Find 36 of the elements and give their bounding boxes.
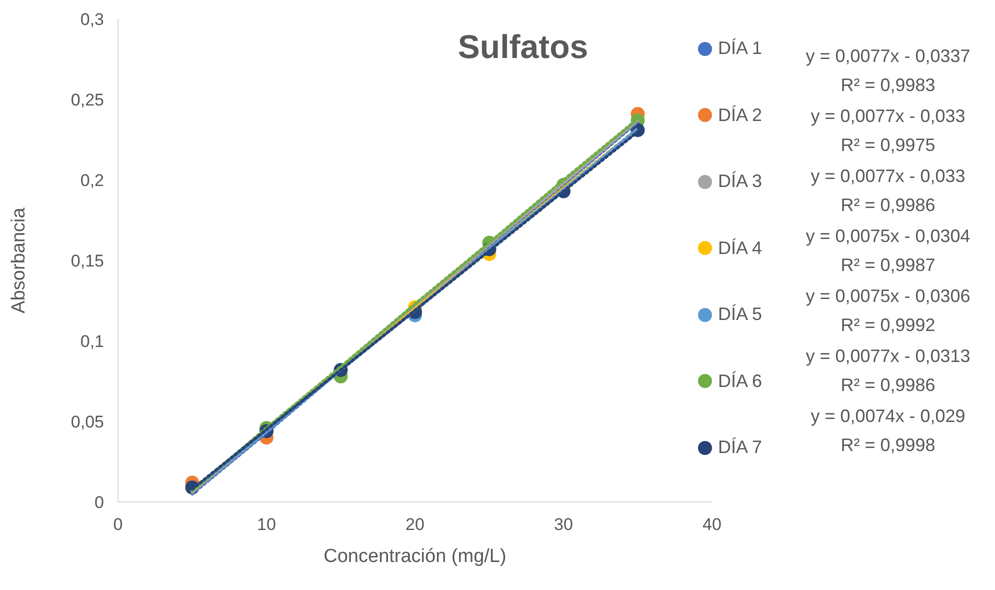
legend-label: DÍA 1: [718, 38, 762, 59]
legend-label: DÍA 5: [718, 304, 762, 325]
y-tick-label: 0,1: [80, 332, 104, 352]
y-tick-label: 0,25: [70, 90, 104, 110]
text: R² = 0,9986: [840, 375, 936, 396]
text: y = 0,0074x - 0,029: [810, 406, 966, 427]
text: y = 0,0075x - 0,0304: [804, 226, 972, 247]
text: y = 0,0077x - 0,0337: [804, 46, 972, 67]
text: y = 0,0077x - 0,033: [810, 106, 966, 127]
text: R² = 0,9998: [840, 435, 936, 456]
y-tick-label: 0,15: [70, 252, 104, 271]
legend-label: DÍA 2: [718, 104, 762, 126]
text: R² = 0,9983: [840, 75, 936, 96]
x-axis-title: Concentración (mg/L): [324, 546, 506, 567]
y-tick-label: 0,05: [70, 412, 104, 432]
text: R² = 0,9992: [840, 315, 936, 336]
y-tick-label: 0,2: [80, 171, 104, 190]
text: y = 0,0077x - 0,033: [810, 166, 966, 187]
chart-title: Sulfatos: [456, 28, 590, 66]
legend-label: DÍA 4: [718, 238, 762, 258]
legend-label: DÍA 3: [718, 171, 762, 192]
legend-label: DÍA 7: [718, 437, 762, 458]
y-axis-title: Absorbancia: [8, 207, 30, 314]
x-tick-label: 20: [406, 515, 424, 534]
legend-label: DÍA 6: [718, 370, 762, 392]
text: y = 0,0075x - 0,0306: [804, 286, 972, 307]
text: y = 0,0077x - 0,0313: [804, 346, 972, 367]
x-tick-label: 0: [113, 515, 123, 534]
x-tick-label: 40: [702, 515, 722, 534]
x-tick-label: 30: [554, 515, 573, 534]
text: R² = 0,9975: [840, 135, 936, 156]
y-tick-label: 0: [94, 493, 104, 512]
text: R² = 0,9987: [840, 255, 936, 276]
y-tick-label: 0,3: [80, 10, 104, 30]
x-tick-label: 10: [257, 515, 276, 534]
text: R² = 0,9986: [840, 195, 936, 216]
